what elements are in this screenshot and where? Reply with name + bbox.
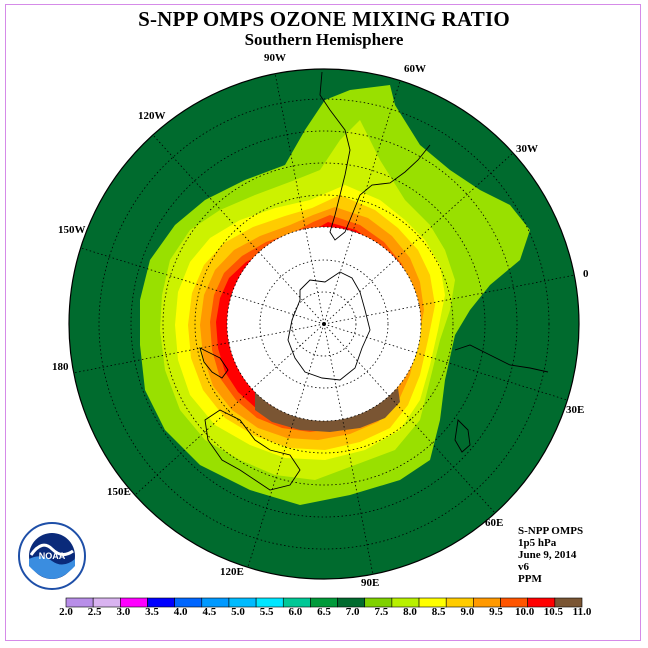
colorbar-tick-label: 10.0 bbox=[515, 606, 535, 618]
colorbar-tick-label: 6.5 bbox=[317, 606, 331, 618]
lon-label-30e: 30E bbox=[566, 404, 585, 416]
australia-coast bbox=[204, 409, 301, 491]
colorbar-tick-label: 8.5 bbox=[431, 606, 446, 618]
lon-label-30w: 30W bbox=[516, 143, 538, 155]
lon-label-90w: 90W bbox=[264, 52, 286, 64]
colorbar-tick-label: 2.5 bbox=[87, 606, 102, 618]
colorbar-tick-label: 4.0 bbox=[173, 606, 188, 618]
lon-label-180: 180 bbox=[52, 361, 69, 373]
lon-label-120w: 120W bbox=[138, 110, 166, 122]
map-title: S-NPP OMPS OZONE MIXING RATIO bbox=[138, 7, 510, 31]
lon-label-150e: 150E bbox=[107, 486, 131, 498]
colorbar-labels: 2.0 2.5 3.0 3.5 4.0 4.5 5.0 5.5 6.0 6.5 7.0 7.5 8.0 8… bbox=[0, 606, 648, 620]
graticule bbox=[72, 72, 576, 576]
colorbar-tick-label: 9.5 bbox=[489, 606, 503, 618]
colorbar-tick-label: 3.0 bbox=[116, 606, 131, 618]
antarctica-coast bbox=[287, 271, 371, 381]
colorbar-tick-label: 11.0 bbox=[572, 606, 592, 618]
new-zealand-coast bbox=[199, 347, 229, 379]
madagascar-coast bbox=[454, 419, 471, 453]
colorbar-tick-label: 7.0 bbox=[345, 606, 360, 618]
colorbar-tick-label: 2.0 bbox=[59, 606, 73, 618]
south-america-coast bbox=[319, 71, 431, 241]
info-block: S-NPP OMPS 1p5 hPa June 9, 2014 v6 PPM bbox=[518, 525, 583, 585]
info-level: 1p5 hPa bbox=[518, 537, 557, 549]
lon-label-60e: 60E bbox=[485, 517, 504, 529]
coastlines bbox=[199, 71, 549, 491]
colorbar-tick-label: 5.5 bbox=[259, 606, 274, 618]
lon-label-60w: 60W bbox=[404, 63, 426, 75]
lon-label-90e: 90E bbox=[361, 577, 380, 589]
info-units: PPM bbox=[518, 573, 542, 585]
south-africa-coast bbox=[454, 344, 549, 373]
contour-11.0-high bbox=[255, 388, 400, 432]
colorbar-tick-label: 4.5 bbox=[202, 606, 217, 618]
colorbar bbox=[65, 597, 583, 608]
lon-label-150w: 150W bbox=[58, 224, 86, 236]
colorbar-tick-label: 8.0 bbox=[403, 606, 417, 618]
info-date: June 9, 2014 bbox=[518, 549, 577, 561]
colorbar-tick-label: 3.5 bbox=[145, 606, 159, 618]
south-pole-dot bbox=[322, 322, 326, 326]
lon-label-0: 0 bbox=[583, 268, 589, 280]
plot-frame bbox=[5, 4, 641, 641]
colorbar-tick-label: 6.0 bbox=[288, 606, 303, 618]
colorbar-tick-label: 9.0 bbox=[460, 606, 475, 618]
info-version: v6 bbox=[518, 561, 529, 573]
info-product: S-NPP OMPS bbox=[518, 525, 584, 537]
colorbar-tick-label: 7.5 bbox=[374, 606, 389, 618]
map-boundary bbox=[68, 68, 580, 580]
logo-text: NOAA bbox=[39, 551, 66, 561]
lon-label-120e: 120E bbox=[220, 566, 244, 578]
noaa-logo: NOAA bbox=[18, 522, 86, 590]
colorbar-swatch bbox=[554, 597, 583, 608]
colorbar-tick-label: 5.0 bbox=[231, 606, 245, 618]
colorbar-tick-label: 10.5 bbox=[543, 606, 563, 618]
map-subtitle: Southern Hemisphere bbox=[244, 30, 404, 49]
